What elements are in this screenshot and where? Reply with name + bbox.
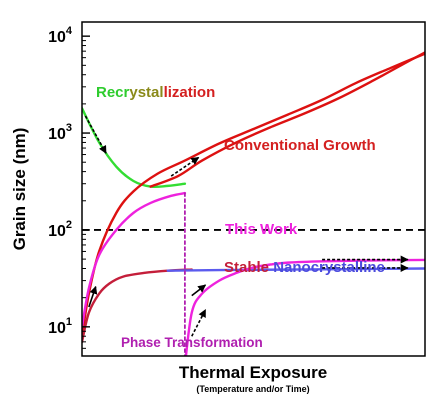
y-tick-base: 10	[48, 223, 66, 240]
y-tick-label: 103	[48, 122, 72, 143]
y-tick-base: 10	[48, 126, 66, 143]
series-this-work-rise	[82, 191, 187, 329]
series-recryst	[82, 107, 187, 189]
plot-frame	[81, 21, 426, 357]
y-tick-label: 101	[48, 316, 72, 337]
y-tick-exponent: 2	[66, 219, 72, 231]
y-tick-exponent: 4	[66, 25, 73, 37]
x-axis-sublabel: (Temperature and/or Time)	[196, 384, 309, 394]
y-tick-label: 104	[48, 25, 73, 46]
series-conv-top	[149, 51, 425, 188]
x-axis-label: Thermal Exposure	[179, 363, 327, 382]
arrow-1	[84, 115, 107, 154]
series-conv-lower	[82, 52, 425, 338]
y-tick-label: 102	[48, 219, 72, 240]
recrystallization-part-2: ystal	[129, 84, 163, 101]
recrystallization-part-1: Recr	[96, 84, 130, 101]
phase-transformation-label: Phase Transformation	[121, 335, 263, 350]
series-stable-red	[82, 268, 193, 344]
arrow-4	[191, 284, 207, 297]
y-tick-base: 10	[48, 29, 66, 46]
y-axis-label: Grain size (nm)	[10, 128, 29, 251]
arrow-2	[170, 156, 200, 177]
this-work-label: This Work	[225, 221, 298, 238]
recrystallization-part-3: lization	[164, 84, 216, 101]
y-tick-exponent: 1	[66, 316, 72, 328]
y-tick-base: 10	[48, 320, 66, 337]
recrystallization-label: Recrystallization	[96, 84, 215, 101]
series-nano-blue	[166, 267, 425, 272]
stable-label: Stable	[224, 259, 269, 276]
series-phase-rise	[184, 258, 425, 356]
conventional-growth-label: Conventional Growth	[224, 137, 376, 154]
y-tick-exponent: 3	[66, 122, 72, 134]
nanocrystalline-label: Nanocrystalline	[273, 259, 385, 276]
arrow-5	[191, 309, 207, 337]
arrow-3	[88, 285, 98, 308]
stable-nanocrystalline-label: Stable Nanocrystalline	[224, 259, 385, 276]
